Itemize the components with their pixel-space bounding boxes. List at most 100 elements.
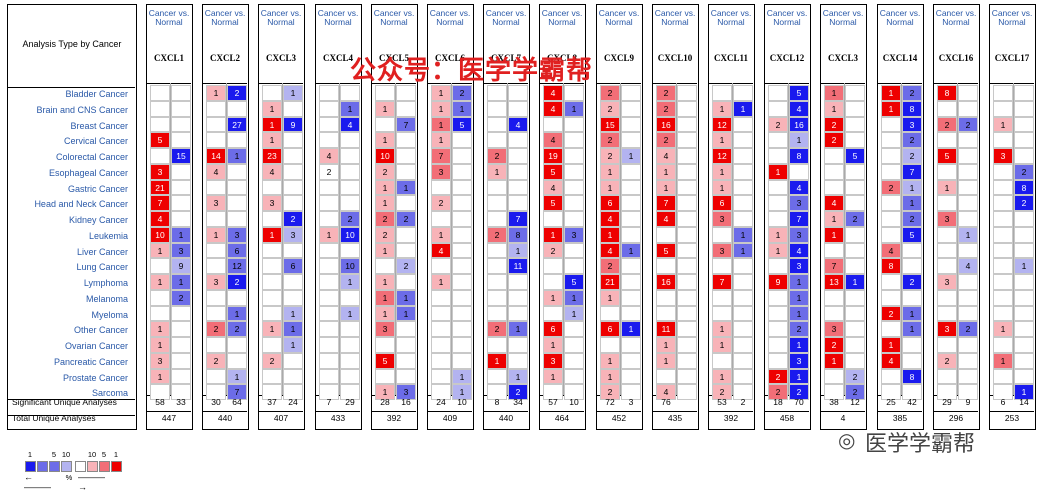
down-regulation-cell[interactable]: 2 — [227, 274, 247, 290]
up-regulation-cell[interactable]: 3 — [431, 163, 451, 180]
up-regulation-cell[interactable] — [150, 258, 170, 274]
up-regulation-cell[interactable]: 5 — [375, 352, 395, 369]
up-regulation-cell[interactable]: 2 — [937, 116, 957, 133]
down-regulation-cell[interactable] — [958, 195, 978, 211]
cancer-row-label[interactable]: Other Cancer — [73, 325, 128, 336]
cancer-row-label[interactable]: Lung Cancer — [76, 262, 128, 273]
down-regulation-cell[interactable] — [733, 163, 753, 180]
down-regulation-cell[interactable] — [677, 242, 697, 259]
up-regulation-cell[interactable] — [319, 100, 339, 117]
up-regulation-cell[interactable]: 4 — [543, 179, 563, 196]
down-regulation-cell[interactable] — [621, 195, 641, 211]
down-regulation-cell[interactable] — [283, 148, 303, 164]
down-regulation-cell[interactable] — [1014, 242, 1034, 259]
column-header[interactable]: Cancer vs. Normal — [373, 8, 415, 27]
down-regulation-cell[interactable] — [508, 195, 528, 211]
up-regulation-cell[interactable] — [656, 368, 676, 385]
down-regulation-cell[interactable] — [733, 352, 753, 369]
up-regulation-cell[interactable]: 1 — [262, 226, 282, 243]
down-regulation-cell[interactable]: 2 — [789, 384, 809, 400]
up-regulation-cell[interactable] — [768, 289, 788, 306]
up-regulation-cell[interactable] — [431, 352, 451, 369]
down-regulation-cell[interactable]: 2 — [958, 116, 978, 133]
up-regulation-cell[interactable]: 2 — [600, 258, 620, 274]
up-regulation-cell[interactable]: 1 — [824, 211, 844, 227]
down-regulation-cell[interactable] — [452, 352, 472, 369]
up-regulation-cell[interactable]: 1 — [600, 226, 620, 243]
down-regulation-cell[interactable] — [508, 163, 528, 180]
up-regulation-cell[interactable] — [487, 258, 507, 274]
down-regulation-cell[interactable]: 8 — [902, 100, 922, 117]
up-regulation-cell[interactable] — [543, 211, 563, 227]
column-header[interactable]: Cancer vs. Normal — [485, 8, 527, 27]
up-regulation-cell[interactable] — [262, 305, 282, 322]
up-regulation-cell[interactable] — [543, 274, 563, 290]
up-regulation-cell[interactable]: 3 — [712, 211, 732, 227]
up-regulation-cell[interactable] — [993, 289, 1013, 306]
down-regulation-cell[interactable] — [340, 85, 360, 101]
up-regulation-cell[interactable]: 1 — [768, 226, 788, 243]
down-regulation-cell[interactable] — [1014, 305, 1034, 322]
up-regulation-cell[interactable] — [487, 274, 507, 290]
up-regulation-cell[interactable] — [262, 179, 282, 196]
up-regulation-cell[interactable]: 1 — [206, 226, 226, 243]
up-regulation-cell[interactable]: 1 — [150, 242, 170, 259]
down-regulation-cell[interactable]: 6 — [283, 258, 303, 274]
down-regulation-cell[interactable] — [733, 132, 753, 148]
up-regulation-cell[interactable]: 21 — [600, 274, 620, 290]
down-regulation-cell[interactable]: 2 — [902, 85, 922, 101]
down-regulation-cell[interactable]: 5 — [452, 116, 472, 133]
up-regulation-cell[interactable] — [375, 368, 395, 385]
up-regulation-cell[interactable] — [881, 148, 901, 164]
up-regulation-cell[interactable] — [937, 242, 957, 259]
up-regulation-cell[interactable] — [993, 179, 1013, 196]
down-regulation-cell[interactable] — [396, 352, 416, 369]
cancer-row-label[interactable]: Ovarian Cancer — [64, 341, 128, 351]
down-regulation-cell[interactable] — [283, 179, 303, 196]
down-regulation-cell[interactable] — [733, 384, 753, 400]
down-regulation-cell[interactable] — [564, 179, 584, 196]
up-regulation-cell[interactable] — [206, 100, 226, 117]
up-regulation-cell[interactable]: 2 — [375, 226, 395, 243]
up-regulation-cell[interactable]: 2 — [206, 321, 226, 337]
up-regulation-cell[interactable] — [993, 195, 1013, 211]
up-regulation-cell[interactable] — [431, 321, 451, 337]
down-regulation-cell[interactable]: 1 — [396, 305, 416, 322]
up-regulation-cell[interactable]: 4 — [881, 242, 901, 259]
down-regulation-cell[interactable]: 2 — [902, 211, 922, 227]
up-regulation-cell[interactable]: 1 — [375, 384, 395, 400]
up-regulation-cell[interactable]: 1 — [375, 179, 395, 196]
down-regulation-cell[interactable] — [677, 132, 697, 148]
down-regulation-cell[interactable]: 1 — [1014, 384, 1034, 400]
down-regulation-cell[interactable]: 2 — [508, 384, 528, 400]
up-regulation-cell[interactable] — [150, 305, 170, 322]
down-regulation-cell[interactable] — [958, 100, 978, 117]
down-regulation-cell[interactable] — [621, 305, 641, 322]
down-regulation-cell[interactable] — [958, 384, 978, 400]
down-regulation-cell[interactable]: 1 — [733, 242, 753, 259]
up-regulation-cell[interactable] — [319, 384, 339, 400]
up-regulation-cell[interactable]: 9 — [768, 274, 788, 290]
up-regulation-cell[interactable]: 1 — [656, 352, 676, 369]
up-regulation-cell[interactable] — [431, 337, 451, 353]
down-regulation-cell[interactable] — [845, 242, 865, 259]
down-regulation-cell[interactable] — [227, 352, 247, 369]
down-regulation-cell[interactable] — [340, 148, 360, 164]
up-regulation-cell[interactable]: 21 — [150, 179, 170, 196]
down-regulation-cell[interactable] — [171, 195, 191, 211]
down-regulation-cell[interactable] — [733, 85, 753, 101]
down-regulation-cell[interactable] — [733, 289, 753, 306]
down-regulation-cell[interactable] — [564, 85, 584, 101]
down-regulation-cell[interactable] — [283, 384, 303, 400]
cancer-row-label[interactable]: Bladder Cancer — [65, 89, 128, 99]
down-regulation-cell[interactable] — [283, 352, 303, 369]
up-regulation-cell[interactable] — [768, 352, 788, 369]
down-regulation-cell[interactable] — [902, 384, 922, 400]
down-regulation-cell[interactable] — [677, 321, 697, 337]
down-regulation-cell[interactable] — [733, 116, 753, 133]
up-regulation-cell[interactable] — [319, 195, 339, 211]
up-regulation-cell[interactable] — [206, 337, 226, 353]
up-regulation-cell[interactable]: 1 — [600, 179, 620, 196]
down-regulation-cell[interactable] — [396, 163, 416, 180]
down-regulation-cell[interactable] — [452, 289, 472, 306]
